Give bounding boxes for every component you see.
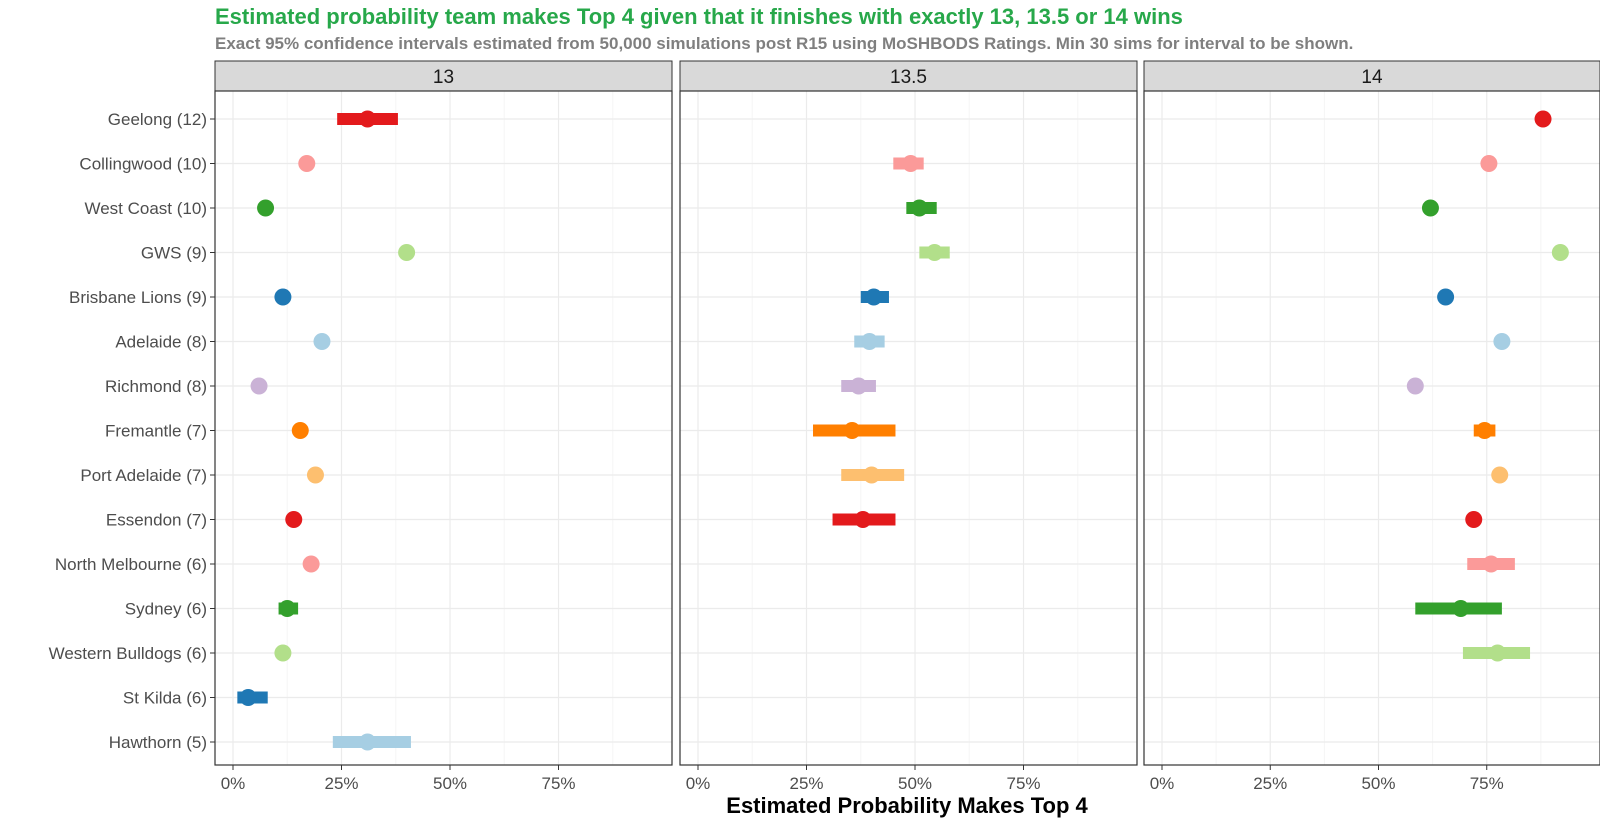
estimate-point bbox=[863, 466, 881, 484]
x-tick-label: 75% bbox=[1006, 774, 1040, 793]
estimate-point bbox=[306, 466, 324, 484]
x-tick-label: 50% bbox=[1361, 774, 1395, 793]
estimate-point bbox=[1491, 466, 1509, 484]
estimate-point bbox=[1406, 377, 1424, 395]
estimate-point bbox=[910, 199, 928, 217]
x-tick-label: 0% bbox=[1150, 774, 1175, 793]
estimate-point bbox=[1551, 244, 1569, 261]
estimate-point bbox=[865, 288, 883, 306]
estimate-point bbox=[843, 422, 861, 439]
estimate-point bbox=[854, 511, 872, 528]
estimate-point bbox=[1452, 600, 1470, 617]
x-tick-label: 75% bbox=[541, 774, 575, 793]
estimate-point bbox=[278, 600, 296, 617]
team-label: Sydney (6) bbox=[125, 600, 207, 619]
x-tick-label: 0% bbox=[686, 774, 711, 793]
estimate-point bbox=[250, 377, 268, 395]
chart-subtitle: Exact 95% confidence intervals estimated… bbox=[215, 34, 1354, 53]
panel-border bbox=[214, 90, 673, 766]
team-label: West Coast (10) bbox=[84, 199, 207, 218]
team-label: St Kilda (6) bbox=[123, 689, 207, 708]
team-label: Hawthorn (5) bbox=[109, 733, 207, 752]
team-label: Richmond (8) bbox=[105, 377, 207, 396]
estimate-point bbox=[359, 733, 377, 751]
x-tick-label: 75% bbox=[1470, 774, 1504, 793]
estimate-point bbox=[860, 333, 878, 350]
x-tick-label: 0% bbox=[221, 774, 246, 793]
team-label: Geelong (12) bbox=[108, 110, 207, 129]
estimate-point bbox=[291, 422, 309, 439]
estimate-point bbox=[1476, 422, 1494, 439]
estimate-point bbox=[285, 511, 303, 528]
team-label: Essendon (7) bbox=[106, 511, 207, 530]
estimate-point bbox=[1421, 199, 1439, 217]
team-label: Brisbane Lions (9) bbox=[69, 288, 207, 307]
estimate-point bbox=[302, 555, 320, 573]
facet-strip-label: 13.5 bbox=[890, 67, 927, 88]
estimate-point bbox=[902, 155, 920, 172]
x-tick-label: 25% bbox=[324, 774, 358, 793]
team-label: Collingwood (10) bbox=[79, 155, 207, 174]
team-label: Port Adelaide (7) bbox=[80, 466, 207, 485]
estimate-point bbox=[274, 288, 292, 306]
estimate-point bbox=[1465, 511, 1483, 528]
estimate-point bbox=[1437, 288, 1455, 306]
estimate-point bbox=[257, 199, 275, 217]
panel-background bbox=[680, 91, 1137, 765]
estimate-point bbox=[1534, 110, 1552, 128]
estimate-point bbox=[1482, 555, 1500, 573]
estimate-point bbox=[274, 644, 292, 662]
x-axis-title: Estimated Probability Makes Top 4 bbox=[726, 793, 1088, 818]
panel-background bbox=[215, 91, 672, 765]
team-label: Fremantle (7) bbox=[105, 422, 207, 441]
estimate-point bbox=[1489, 644, 1507, 662]
estimate-point bbox=[239, 689, 257, 706]
team-label: GWS (9) bbox=[141, 244, 207, 263]
estimate-point bbox=[298, 155, 316, 172]
panel-background bbox=[1144, 91, 1600, 765]
x-tick-label: 25% bbox=[1253, 774, 1287, 793]
chart-title: Estimated probability team makes Top 4 g… bbox=[215, 4, 1183, 29]
team-label: North Melbourne (6) bbox=[55, 555, 207, 574]
facet-strip bbox=[214, 60, 673, 92]
x-tick-label: 25% bbox=[789, 774, 823, 793]
x-tick-label: 50% bbox=[898, 774, 932, 793]
x-tick-label: 50% bbox=[433, 774, 467, 793]
team-label: Western Bulldogs (6) bbox=[49, 644, 207, 663]
facet-strip bbox=[679, 60, 1138, 92]
estimate-point bbox=[398, 244, 416, 261]
estimate-point bbox=[1493, 333, 1511, 350]
estimate-point bbox=[926, 244, 944, 261]
facet-strip-label: 14 bbox=[1361, 67, 1383, 88]
estimate-point bbox=[313, 333, 331, 350]
panel-border bbox=[1143, 90, 1600, 766]
team-label: Adelaide (8) bbox=[115, 333, 207, 352]
estimate-point bbox=[359, 110, 377, 128]
panel-border bbox=[679, 90, 1138, 766]
estimate-point bbox=[850, 377, 868, 395]
facet-strip-label: 13 bbox=[433, 67, 454, 88]
estimate-point bbox=[1480, 155, 1498, 172]
